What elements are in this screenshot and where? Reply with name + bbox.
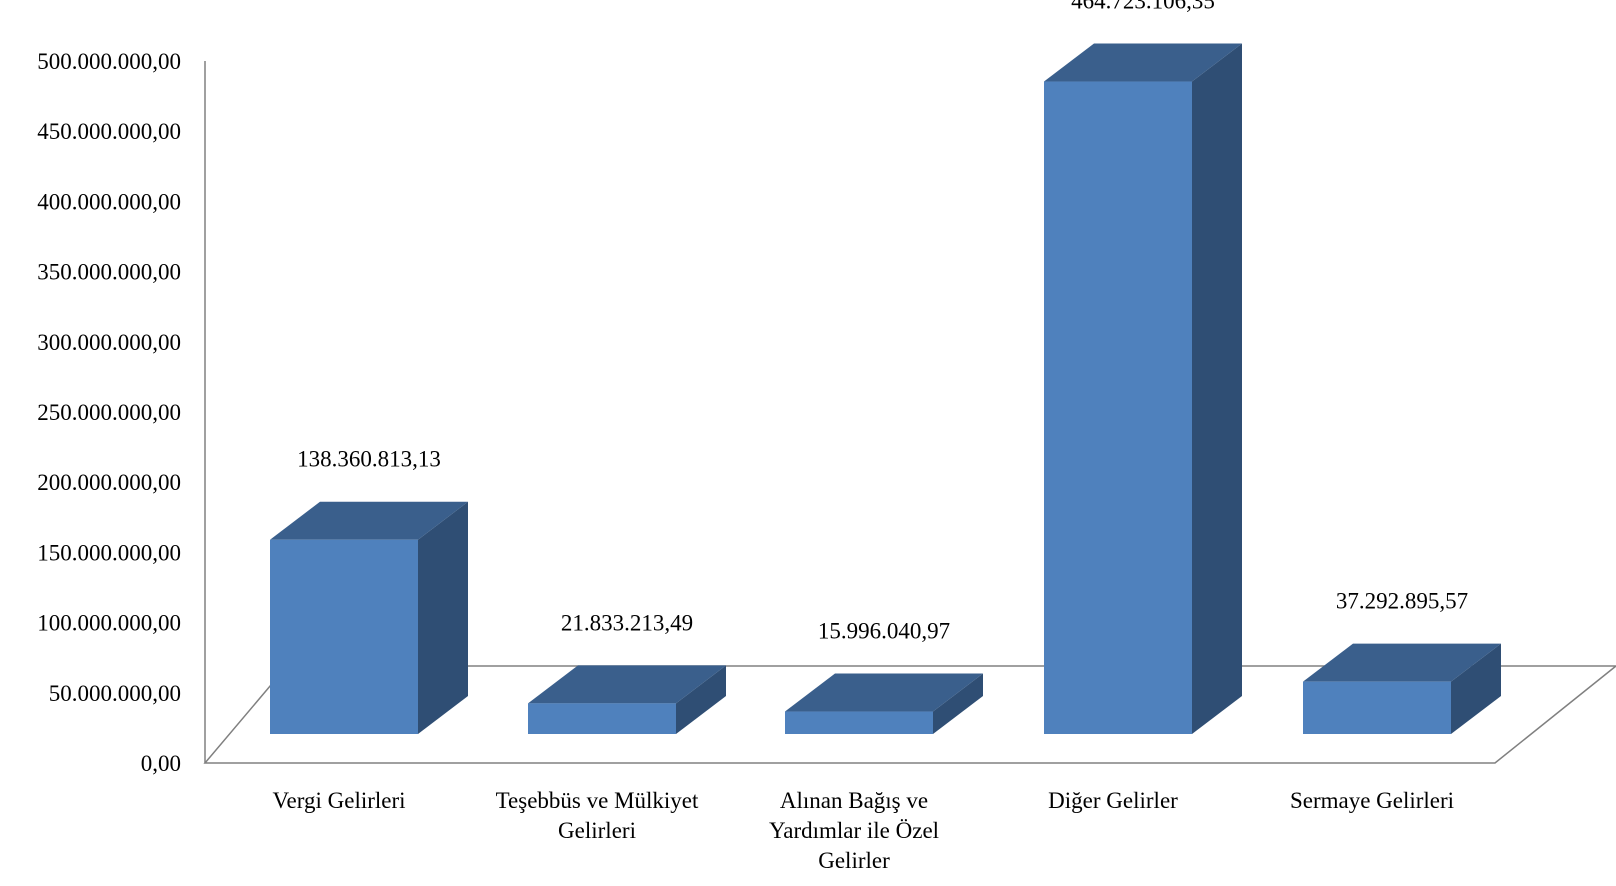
x-tick-label: Diğer Gelirler — [1048, 788, 1178, 813]
bar — [270, 539, 418, 734]
data-label: 138.360.813,13 — [297, 447, 441, 472]
y-tick-label: 100.000.000,00 — [37, 611, 181, 636]
y-tick-label: 150.000.000,00 — [37, 540, 181, 565]
x-tick-label-line: Yardımlar ile Özel — [769, 818, 939, 843]
y-tick-label: 400.000.000,00 — [37, 189, 181, 214]
x-tick-label: Teşebbüs ve Mülkiyet Gelirleri — [496, 788, 699, 843]
y-tick-label: 50.000.000,00 — [49, 681, 181, 706]
x-tick-label-line: Alınan Bağış ve — [780, 788, 928, 813]
x-tick-label-line: Gelirler — [818, 848, 890, 873]
y-tick-label: 250.000.000,00 — [37, 400, 181, 425]
y-tick-label: 450.000.000,00 — [37, 119, 181, 144]
x-tick-label-line: Gelirleri — [558, 818, 636, 843]
bar-side — [933, 673, 983, 734]
bar-top — [785, 673, 983, 712]
bar-top — [1044, 43, 1242, 82]
x-tick-label: Alınan Bağış ve Yardımlar ile Özel Gelirle… — [769, 788, 939, 873]
bar-side — [1451, 643, 1501, 734]
y-tick-label: 300.000.000,00 — [37, 330, 181, 355]
data-label: 464.723.106,35 — [1071, 0, 1215, 14]
data-label: 21.833.213,49 — [561, 610, 693, 635]
bar — [1044, 81, 1192, 735]
bar — [785, 711, 933, 734]
y-tick-label: 200.000.000,00 — [37, 470, 181, 495]
bar-top — [528, 665, 726, 704]
bar-side — [1192, 43, 1242, 735]
y-tick-label: 500.000.000,00 — [37, 49, 181, 74]
bar-top — [270, 501, 468, 540]
bar — [528, 703, 676, 734]
x-tick-label-line: Sermaye Gelirleri — [1290, 788, 1454, 813]
y-tick-label: 350.000.000,00 — [37, 260, 181, 285]
data-label: 15.996.040,97 — [818, 619, 950, 644]
x-tick-label-line: Teşebbüs ve Mülkiyet — [496, 788, 699, 813]
bar-side — [676, 665, 726, 734]
y-tick-label: 0,00 — [141, 751, 181, 776]
bar-side — [418, 501, 468, 734]
bar — [1303, 681, 1451, 734]
x-tick-label: Sermaye Gelirleri — [1290, 788, 1454, 813]
x-tick-label-line: Diğer Gelirler — [1048, 788, 1178, 813]
x-tick-label: Vergi Gelirleri — [272, 788, 405, 813]
bar-top — [1303, 643, 1501, 682]
data-label: 37.292.895,57 — [1336, 589, 1468, 614]
x-tick-label-line: Vergi Gelirleri — [272, 788, 405, 813]
